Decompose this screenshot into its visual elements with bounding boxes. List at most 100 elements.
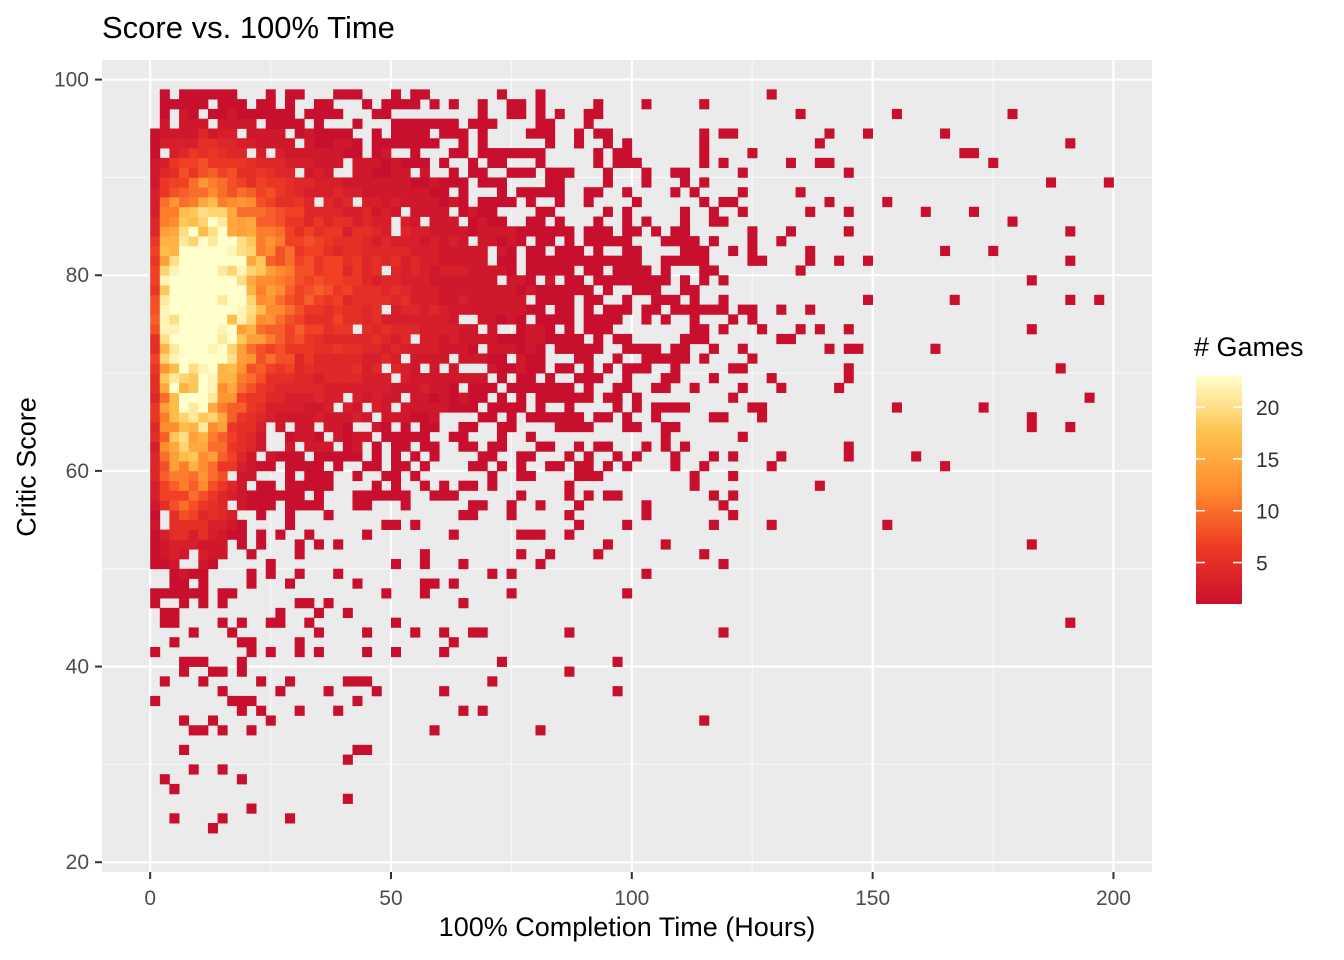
heatmap-cell — [198, 392, 209, 403]
heatmap-cell — [150, 480, 161, 491]
heatmap-cell — [169, 578, 180, 589]
heatmap-cell — [602, 177, 613, 188]
heatmap-cell — [468, 402, 479, 413]
heatmap-cell — [323, 314, 334, 325]
heatmap-cell — [294, 304, 305, 315]
heatmap-cell — [236, 226, 247, 237]
heatmap-cell — [179, 275, 190, 286]
heatmap-cell — [400, 236, 411, 247]
heatmap-cell — [342, 451, 353, 462]
heatmap-cell — [352, 363, 363, 374]
heatmap-cell — [439, 304, 450, 315]
heatmap-cell — [622, 412, 633, 423]
heatmap-cell — [169, 480, 180, 491]
heatmap-cell — [159, 138, 170, 149]
heatmap-cell — [188, 138, 199, 149]
heatmap-cell — [227, 216, 238, 227]
heatmap-cell — [381, 343, 392, 354]
heatmap-cell — [207, 138, 218, 149]
heatmap-cell — [487, 353, 498, 364]
heatmap-cell — [468, 157, 479, 169]
heatmap-cell — [169, 813, 180, 824]
heatmap-cell — [217, 138, 228, 149]
heatmap-cell — [371, 382, 382, 394]
heatmap-cell — [525, 275, 536, 286]
heatmap-cell — [227, 108, 238, 120]
heatmap-cell — [246, 255, 257, 266]
heatmap-cell — [169, 588, 180, 599]
heatmap-cell — [236, 441, 247, 452]
heatmap-cell — [602, 412, 613, 423]
heatmap-cell — [583, 255, 594, 266]
heatmap-cell — [371, 461, 382, 472]
heatmap-cell — [410, 177, 421, 188]
heatmap-cell — [429, 285, 440, 296]
heatmap-cell — [448, 177, 459, 188]
heatmap-cell — [1065, 255, 1076, 266]
heatmap-cell — [708, 236, 719, 247]
heatmap-cell — [294, 196, 305, 208]
heatmap-cell — [564, 363, 575, 374]
heatmap-cell — [150, 519, 161, 530]
heatmap-cell — [313, 324, 324, 335]
heatmap-cell — [574, 343, 585, 354]
heatmap-cell — [728, 392, 739, 403]
heatmap-cell — [333, 148, 344, 159]
heatmap-cell — [188, 275, 199, 286]
heatmap-cell — [342, 363, 353, 374]
heatmap-cell — [535, 333, 546, 345]
heatmap-cell — [429, 412, 440, 423]
heatmap-cell — [516, 285, 527, 296]
heatmap-cell — [448, 431, 459, 442]
heatmap-cell — [448, 275, 459, 286]
heatmap-cell — [1026, 324, 1037, 335]
heatmap-cell — [227, 519, 238, 530]
heatmap-cell — [506, 285, 517, 296]
heatmap-cell — [593, 187, 604, 198]
heatmap-cell — [169, 431, 180, 442]
heatmap-cell — [410, 226, 421, 237]
heatmap-cell — [631, 421, 642, 433]
heatmap-cell — [641, 500, 652, 511]
heatmap-cell — [217, 490, 228, 501]
heatmap-cell — [439, 206, 450, 217]
heatmap-cell — [371, 392, 382, 403]
heatmap-cell — [583, 196, 594, 208]
heatmap-cell — [506, 236, 517, 247]
heatmap-cell — [256, 353, 267, 364]
heatmap-cell — [275, 148, 286, 159]
heatmap-cell — [198, 333, 209, 345]
heatmap-cell — [390, 382, 402, 394]
heatmap-cell — [236, 656, 247, 667]
heatmap-cell — [371, 490, 382, 501]
heatmap-cell — [371, 441, 382, 452]
legend-tick-label: 15 — [1256, 449, 1279, 472]
heatmap-cell — [179, 245, 190, 257]
heatmap-cell — [304, 617, 315, 628]
heatmap-cell — [198, 480, 209, 491]
heatmap-cell — [323, 412, 334, 423]
heatmap-cell — [179, 568, 190, 579]
heatmap-cell — [179, 363, 190, 374]
heatmap-cell — [217, 666, 228, 677]
heatmap-cell — [217, 128, 228, 139]
heatmap-cell — [390, 558, 402, 570]
heatmap-cell — [631, 451, 642, 462]
heatmap-cell — [227, 187, 238, 198]
heatmap-cell — [516, 333, 527, 345]
heatmap-cell — [150, 285, 161, 296]
x-axis-label: 100% Completion Time (Hours) — [438, 912, 816, 942]
heatmap-cell — [246, 421, 257, 433]
heatmap-cell — [313, 646, 324, 658]
heatmap-cell — [265, 490, 276, 501]
heatmap-cell — [275, 529, 286, 540]
heatmap-cell — [150, 177, 161, 188]
heatmap-cell — [651, 343, 662, 354]
heatmap-cell — [689, 314, 700, 325]
heatmap-cell — [439, 196, 450, 208]
heatmap-cell — [390, 441, 402, 452]
heatmap-cell — [737, 343, 748, 354]
heatmap-cell — [593, 294, 604, 305]
heatmap-cell — [159, 206, 170, 217]
heatmap-cell — [506, 510, 517, 521]
